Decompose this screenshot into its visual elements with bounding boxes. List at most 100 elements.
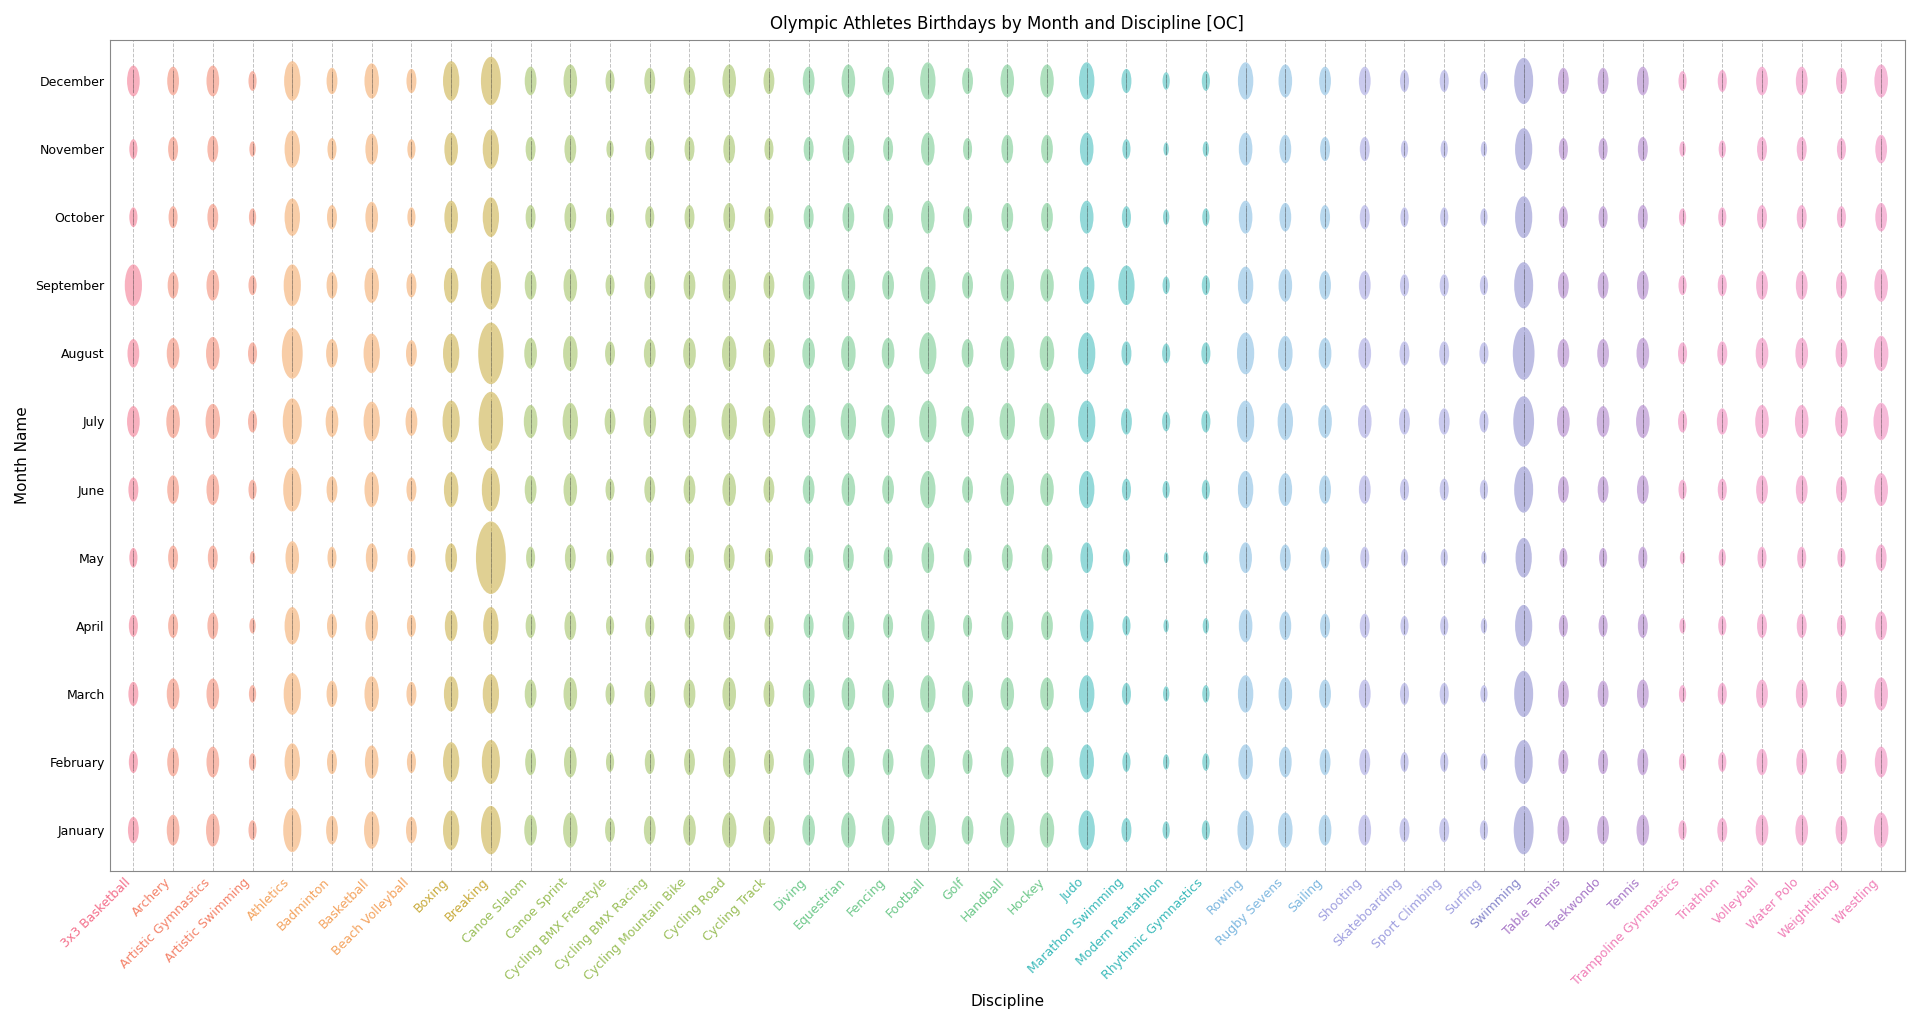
Ellipse shape [284,61,300,100]
Ellipse shape [1638,271,1649,300]
Ellipse shape [843,746,854,777]
Ellipse shape [722,746,735,777]
Ellipse shape [1400,409,1409,435]
Ellipse shape [1515,605,1532,647]
Ellipse shape [1162,343,1169,364]
Ellipse shape [1079,810,1094,850]
Ellipse shape [405,340,417,367]
Ellipse shape [1718,140,1726,158]
Ellipse shape [1002,135,1014,164]
Ellipse shape [1795,67,1807,95]
Ellipse shape [284,468,301,512]
Ellipse shape [1202,208,1210,226]
Ellipse shape [129,682,138,706]
Ellipse shape [764,68,774,94]
Ellipse shape [1874,402,1889,440]
Ellipse shape [1874,746,1887,777]
Ellipse shape [129,207,138,227]
Ellipse shape [1440,752,1448,772]
Ellipse shape [803,271,814,300]
Ellipse shape [207,204,219,230]
Ellipse shape [207,546,217,569]
Ellipse shape [444,61,459,100]
Ellipse shape [1079,266,1094,304]
Ellipse shape [1680,618,1686,634]
Ellipse shape [920,675,935,713]
Ellipse shape [444,676,459,712]
Ellipse shape [684,815,695,846]
Ellipse shape [1121,683,1131,705]
Ellipse shape [804,137,814,161]
Ellipse shape [1876,203,1887,231]
Ellipse shape [167,272,179,298]
Ellipse shape [843,545,854,571]
Ellipse shape [1359,67,1371,95]
Ellipse shape [1757,271,1768,300]
Ellipse shape [1041,473,1054,506]
Ellipse shape [1400,752,1409,772]
Ellipse shape [1202,754,1210,771]
Ellipse shape [1164,210,1169,225]
Ellipse shape [1559,548,1567,567]
Ellipse shape [920,471,935,508]
Ellipse shape [1041,268,1054,302]
Ellipse shape [564,545,576,571]
Ellipse shape [248,71,257,91]
Ellipse shape [284,743,300,780]
Ellipse shape [564,65,578,97]
Ellipse shape [207,679,219,710]
Ellipse shape [883,137,893,161]
Ellipse shape [1440,207,1448,227]
Ellipse shape [284,264,301,306]
Ellipse shape [365,745,378,778]
Ellipse shape [1718,70,1726,92]
Ellipse shape [482,198,499,237]
Ellipse shape [1440,140,1448,158]
Ellipse shape [129,614,138,637]
Ellipse shape [1757,680,1768,709]
Ellipse shape [1359,205,1369,229]
Ellipse shape [1162,821,1169,839]
Ellipse shape [564,746,576,777]
Ellipse shape [127,66,140,96]
Ellipse shape [1797,137,1807,161]
Ellipse shape [250,754,255,771]
Ellipse shape [1359,613,1369,638]
Ellipse shape [841,336,856,371]
Ellipse shape [445,610,457,641]
Ellipse shape [1757,67,1768,95]
Ellipse shape [764,206,774,228]
Ellipse shape [684,406,697,438]
Ellipse shape [1718,752,1726,772]
Ellipse shape [1402,140,1407,158]
Ellipse shape [645,272,655,298]
Ellipse shape [724,135,735,164]
Ellipse shape [205,403,221,439]
Ellipse shape [167,679,179,710]
Ellipse shape [1440,341,1450,366]
Ellipse shape [881,406,895,438]
Ellipse shape [365,267,378,303]
Ellipse shape [524,475,536,504]
Ellipse shape [724,203,735,231]
Ellipse shape [1236,400,1254,442]
Ellipse shape [1079,471,1094,508]
Ellipse shape [1513,806,1534,854]
Ellipse shape [684,749,695,775]
Ellipse shape [248,479,257,500]
Ellipse shape [564,268,578,302]
Ellipse shape [129,817,138,844]
Ellipse shape [1202,411,1210,432]
Ellipse shape [1000,402,1016,440]
Ellipse shape [1400,274,1409,296]
Ellipse shape [1041,336,1054,371]
Ellipse shape [1440,478,1450,501]
Ellipse shape [365,134,378,165]
Ellipse shape [405,817,417,844]
Ellipse shape [645,750,655,774]
Ellipse shape [365,676,378,712]
Ellipse shape [326,272,338,298]
Ellipse shape [1559,750,1569,774]
Ellipse shape [476,521,505,594]
Ellipse shape [365,63,378,98]
